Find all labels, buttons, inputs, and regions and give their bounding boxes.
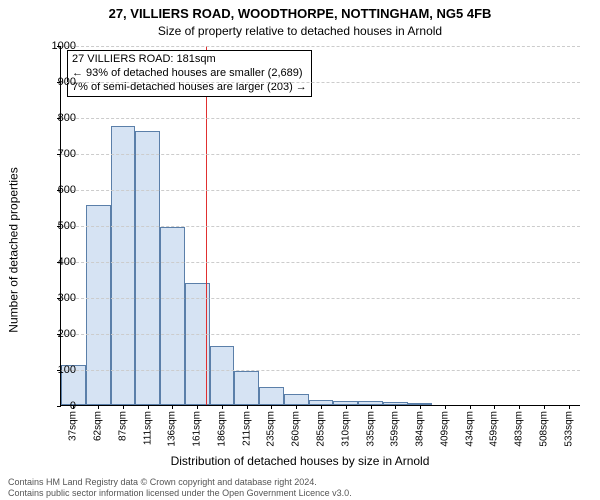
xtick-label: 434sqm (464, 411, 475, 447)
ytick-label: 800 (36, 112, 76, 124)
xtick-mark (197, 405, 198, 409)
xtick-label: 483sqm (514, 411, 525, 447)
gridline (61, 118, 580, 119)
xtick-mark (346, 405, 347, 409)
histogram-bar (160, 227, 185, 405)
xtick-label: 260sqm (291, 411, 302, 447)
ytick-label: 700 (36, 148, 76, 160)
xtick-mark (296, 405, 297, 409)
gridline (61, 46, 580, 47)
histogram-bar (234, 371, 259, 405)
gridline (61, 262, 580, 263)
xtick-mark (123, 405, 124, 409)
xtick-mark (321, 405, 322, 409)
xtick-label: 186sqm (216, 411, 227, 447)
xtick-label: 87sqm (117, 411, 128, 441)
plot-area: 27 VILLIERS ROAD: 181sqm ← 93% of detach… (60, 46, 580, 406)
gridline (61, 334, 580, 335)
xtick-label: 310sqm (340, 411, 351, 447)
footnote-line-1: Contains HM Land Registry data © Crown c… (8, 477, 352, 487)
ytick-label: 400 (36, 256, 76, 268)
xtick-label: 409sqm (439, 411, 450, 447)
xtick-mark (222, 405, 223, 409)
chart-title: 27, VILLIERS ROAD, WOODTHORPE, NOTTINGHA… (0, 6, 600, 21)
xtick-label: 285sqm (316, 411, 327, 447)
gridline (61, 370, 580, 371)
ytick-label: 300 (36, 292, 76, 304)
histogram-bar (111, 126, 136, 405)
xtick-mark (371, 405, 372, 409)
ytick-label: 1000 (36, 40, 76, 52)
xtick-label: 533sqm (563, 411, 574, 447)
xtick-label: 508sqm (538, 411, 549, 447)
xtick-mark (569, 405, 570, 409)
histogram-bar (86, 205, 111, 405)
xtick-mark (247, 405, 248, 409)
xtick-label: 37sqm (68, 411, 79, 441)
xtick-mark (395, 405, 396, 409)
histogram-bar (135, 131, 160, 405)
ytick-label: 0 (36, 400, 76, 412)
gridline (61, 226, 580, 227)
histogram-bar (259, 387, 284, 405)
xtick-label: 211sqm (241, 411, 252, 446)
chart-footnote: Contains HM Land Registry data © Crown c… (8, 477, 352, 498)
ytick-label: 100 (36, 364, 76, 376)
xtick-mark (470, 405, 471, 409)
gridline (61, 298, 580, 299)
xtick-mark (98, 405, 99, 409)
xtick-label: 335sqm (365, 411, 376, 447)
annotation-box: 27 VILLIERS ROAD: 181sqm ← 93% of detach… (67, 50, 312, 97)
ytick-label: 500 (36, 220, 76, 232)
annotation-line-2: ← 93% of detached houses are smaller (2,… (72, 67, 307, 81)
footnote-line-2: Contains public sector information licen… (8, 488, 352, 498)
gridline (61, 82, 580, 83)
xtick-mark (420, 405, 421, 409)
xtick-label: 111sqm (142, 411, 153, 445)
xtick-label: 62sqm (93, 411, 104, 441)
ytick-label: 200 (36, 328, 76, 340)
xtick-mark (172, 405, 173, 409)
xtick-mark (445, 405, 446, 409)
xtick-mark (148, 405, 149, 409)
gridline (61, 154, 580, 155)
xtick-label: 235sqm (266, 411, 277, 447)
histogram-bar (210, 346, 235, 405)
xtick-mark (494, 405, 495, 409)
xtick-label: 384sqm (415, 411, 426, 447)
y-axis-label: Number of detached properties (6, 0, 22, 500)
annotation-line-1: 27 VILLIERS ROAD: 181sqm (72, 53, 307, 67)
xtick-mark (271, 405, 272, 409)
ytick-label: 600 (36, 184, 76, 196)
x-axis-label: Distribution of detached houses by size … (0, 454, 600, 468)
xtick-label: 359sqm (390, 411, 401, 447)
xtick-mark (519, 405, 520, 409)
chart-subtitle: Size of property relative to detached ho… (0, 24, 600, 38)
property-size-histogram: 27, VILLIERS ROAD, WOODTHORPE, NOTTINGHA… (0, 0, 600, 500)
ytick-label: 900 (36, 76, 76, 88)
xtick-label: 136sqm (167, 411, 178, 447)
xtick-label: 161sqm (192, 411, 203, 447)
histogram-bar (284, 394, 309, 405)
xtick-mark (544, 405, 545, 409)
xtick-label: 459sqm (489, 411, 500, 447)
gridline (61, 190, 580, 191)
